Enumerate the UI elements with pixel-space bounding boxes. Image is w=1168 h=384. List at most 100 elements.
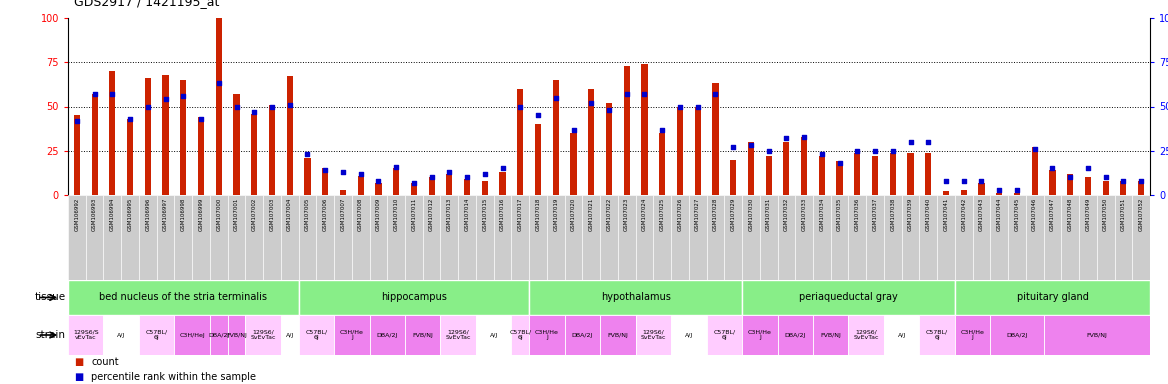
Bar bbox=[104, 315, 139, 355]
Bar bbox=[245, 195, 263, 280]
Text: GSM107025: GSM107025 bbox=[660, 197, 665, 231]
Bar bbox=[884, 195, 902, 280]
Text: 129S6/
SvEvTac: 129S6/ SvEvTac bbox=[445, 329, 471, 340]
Point bbox=[510, 103, 529, 109]
Text: A/J: A/J bbox=[897, 333, 906, 338]
Text: C3H/He
J: C3H/He J bbox=[340, 329, 363, 340]
Bar bbox=[145, 78, 151, 195]
Point bbox=[352, 170, 370, 177]
Text: GSM107003: GSM107003 bbox=[270, 197, 274, 231]
Text: GSM106994: GSM106994 bbox=[110, 197, 114, 231]
Text: GSM107029: GSM107029 bbox=[731, 197, 736, 231]
Bar bbox=[1138, 181, 1145, 195]
Bar bbox=[280, 195, 299, 280]
Bar bbox=[902, 195, 919, 280]
Text: GSM107049: GSM107049 bbox=[1085, 197, 1091, 231]
Text: FVB/NJ: FVB/NJ bbox=[1086, 333, 1107, 338]
Text: GSM107052: GSM107052 bbox=[1139, 197, 1143, 231]
Point bbox=[369, 178, 388, 184]
Point bbox=[68, 118, 86, 124]
Text: GSM106993: GSM106993 bbox=[92, 197, 97, 231]
Text: GSM107001: GSM107001 bbox=[234, 197, 239, 231]
Bar bbox=[547, 195, 564, 280]
Text: DBA/2J: DBA/2J bbox=[571, 333, 593, 338]
Text: GSM107005: GSM107005 bbox=[305, 197, 310, 231]
Bar bbox=[813, 315, 848, 355]
Point bbox=[315, 167, 334, 173]
Text: GSM107048: GSM107048 bbox=[1068, 197, 1072, 231]
Bar bbox=[1085, 177, 1091, 195]
Text: GSM107032: GSM107032 bbox=[784, 197, 788, 231]
Bar bbox=[1079, 195, 1097, 280]
Bar bbox=[269, 105, 276, 195]
Point bbox=[848, 148, 867, 154]
Bar bbox=[174, 195, 193, 280]
Text: GSM107021: GSM107021 bbox=[589, 197, 593, 231]
Bar bbox=[653, 195, 672, 280]
Bar bbox=[85, 195, 104, 280]
Bar bbox=[405, 195, 423, 280]
Point bbox=[830, 160, 849, 166]
Bar bbox=[606, 103, 612, 195]
Text: GSM107040: GSM107040 bbox=[926, 197, 931, 231]
Text: GSM107013: GSM107013 bbox=[447, 197, 452, 231]
Bar bbox=[529, 280, 742, 315]
Text: 129S6/S
vEvTac: 129S6/S vEvTac bbox=[72, 329, 98, 340]
Text: GSM107002: GSM107002 bbox=[252, 197, 257, 231]
Text: GSM107044: GSM107044 bbox=[996, 197, 1002, 231]
Point bbox=[794, 134, 813, 140]
Text: 129S6/
SvEvTac: 129S6/ SvEvTac bbox=[640, 329, 666, 340]
Bar bbox=[193, 195, 210, 280]
Bar bbox=[742, 315, 778, 355]
Point bbox=[334, 169, 353, 175]
Text: GSM107041: GSM107041 bbox=[944, 197, 948, 231]
Text: pituitary gland: pituitary gland bbox=[1016, 293, 1089, 303]
Point bbox=[777, 135, 795, 141]
Bar bbox=[334, 195, 352, 280]
Bar bbox=[960, 190, 967, 195]
Point bbox=[599, 107, 618, 113]
Point bbox=[192, 116, 210, 122]
Bar bbox=[494, 195, 512, 280]
Point bbox=[1078, 166, 1097, 172]
Bar bbox=[210, 315, 228, 355]
Bar bbox=[564, 315, 600, 355]
Bar bbox=[848, 195, 867, 280]
Text: C3H/He
J: C3H/He J bbox=[535, 329, 558, 340]
Bar bbox=[600, 195, 618, 280]
Bar bbox=[1097, 195, 1114, 280]
Text: C57BL/
6J: C57BL/ 6J bbox=[714, 329, 736, 340]
Text: A/J: A/J bbox=[489, 333, 498, 338]
Bar bbox=[481, 181, 488, 195]
Bar bbox=[477, 315, 512, 355]
Point bbox=[227, 103, 245, 109]
Bar bbox=[1014, 193, 1020, 195]
Point bbox=[670, 103, 689, 109]
Point bbox=[618, 91, 637, 97]
Bar bbox=[139, 195, 157, 280]
Text: ■: ■ bbox=[74, 372, 83, 382]
Point bbox=[157, 96, 175, 103]
Text: C3H/He
J: C3H/He J bbox=[748, 329, 772, 340]
Bar bbox=[529, 195, 547, 280]
Text: percentile rank within the sample: percentile rank within the sample bbox=[91, 372, 256, 382]
Bar bbox=[174, 315, 210, 355]
Bar bbox=[908, 152, 913, 195]
Text: GSM107039: GSM107039 bbox=[908, 197, 913, 231]
Point bbox=[280, 102, 299, 108]
Bar bbox=[228, 195, 245, 280]
Bar bbox=[830, 195, 848, 280]
Text: GSM107045: GSM107045 bbox=[1015, 197, 1020, 231]
Text: tissue: tissue bbox=[35, 293, 65, 303]
Point bbox=[1043, 166, 1062, 172]
Bar bbox=[157, 195, 174, 280]
Point bbox=[707, 91, 725, 97]
Bar bbox=[529, 315, 564, 355]
Bar bbox=[695, 106, 701, 195]
Bar bbox=[68, 280, 299, 315]
Point bbox=[724, 144, 743, 150]
Bar bbox=[334, 315, 369, 355]
Text: periaqueductal gray: periaqueductal gray bbox=[799, 293, 898, 303]
Text: hypothalamus: hypothalamus bbox=[600, 293, 670, 303]
Bar bbox=[446, 174, 452, 195]
